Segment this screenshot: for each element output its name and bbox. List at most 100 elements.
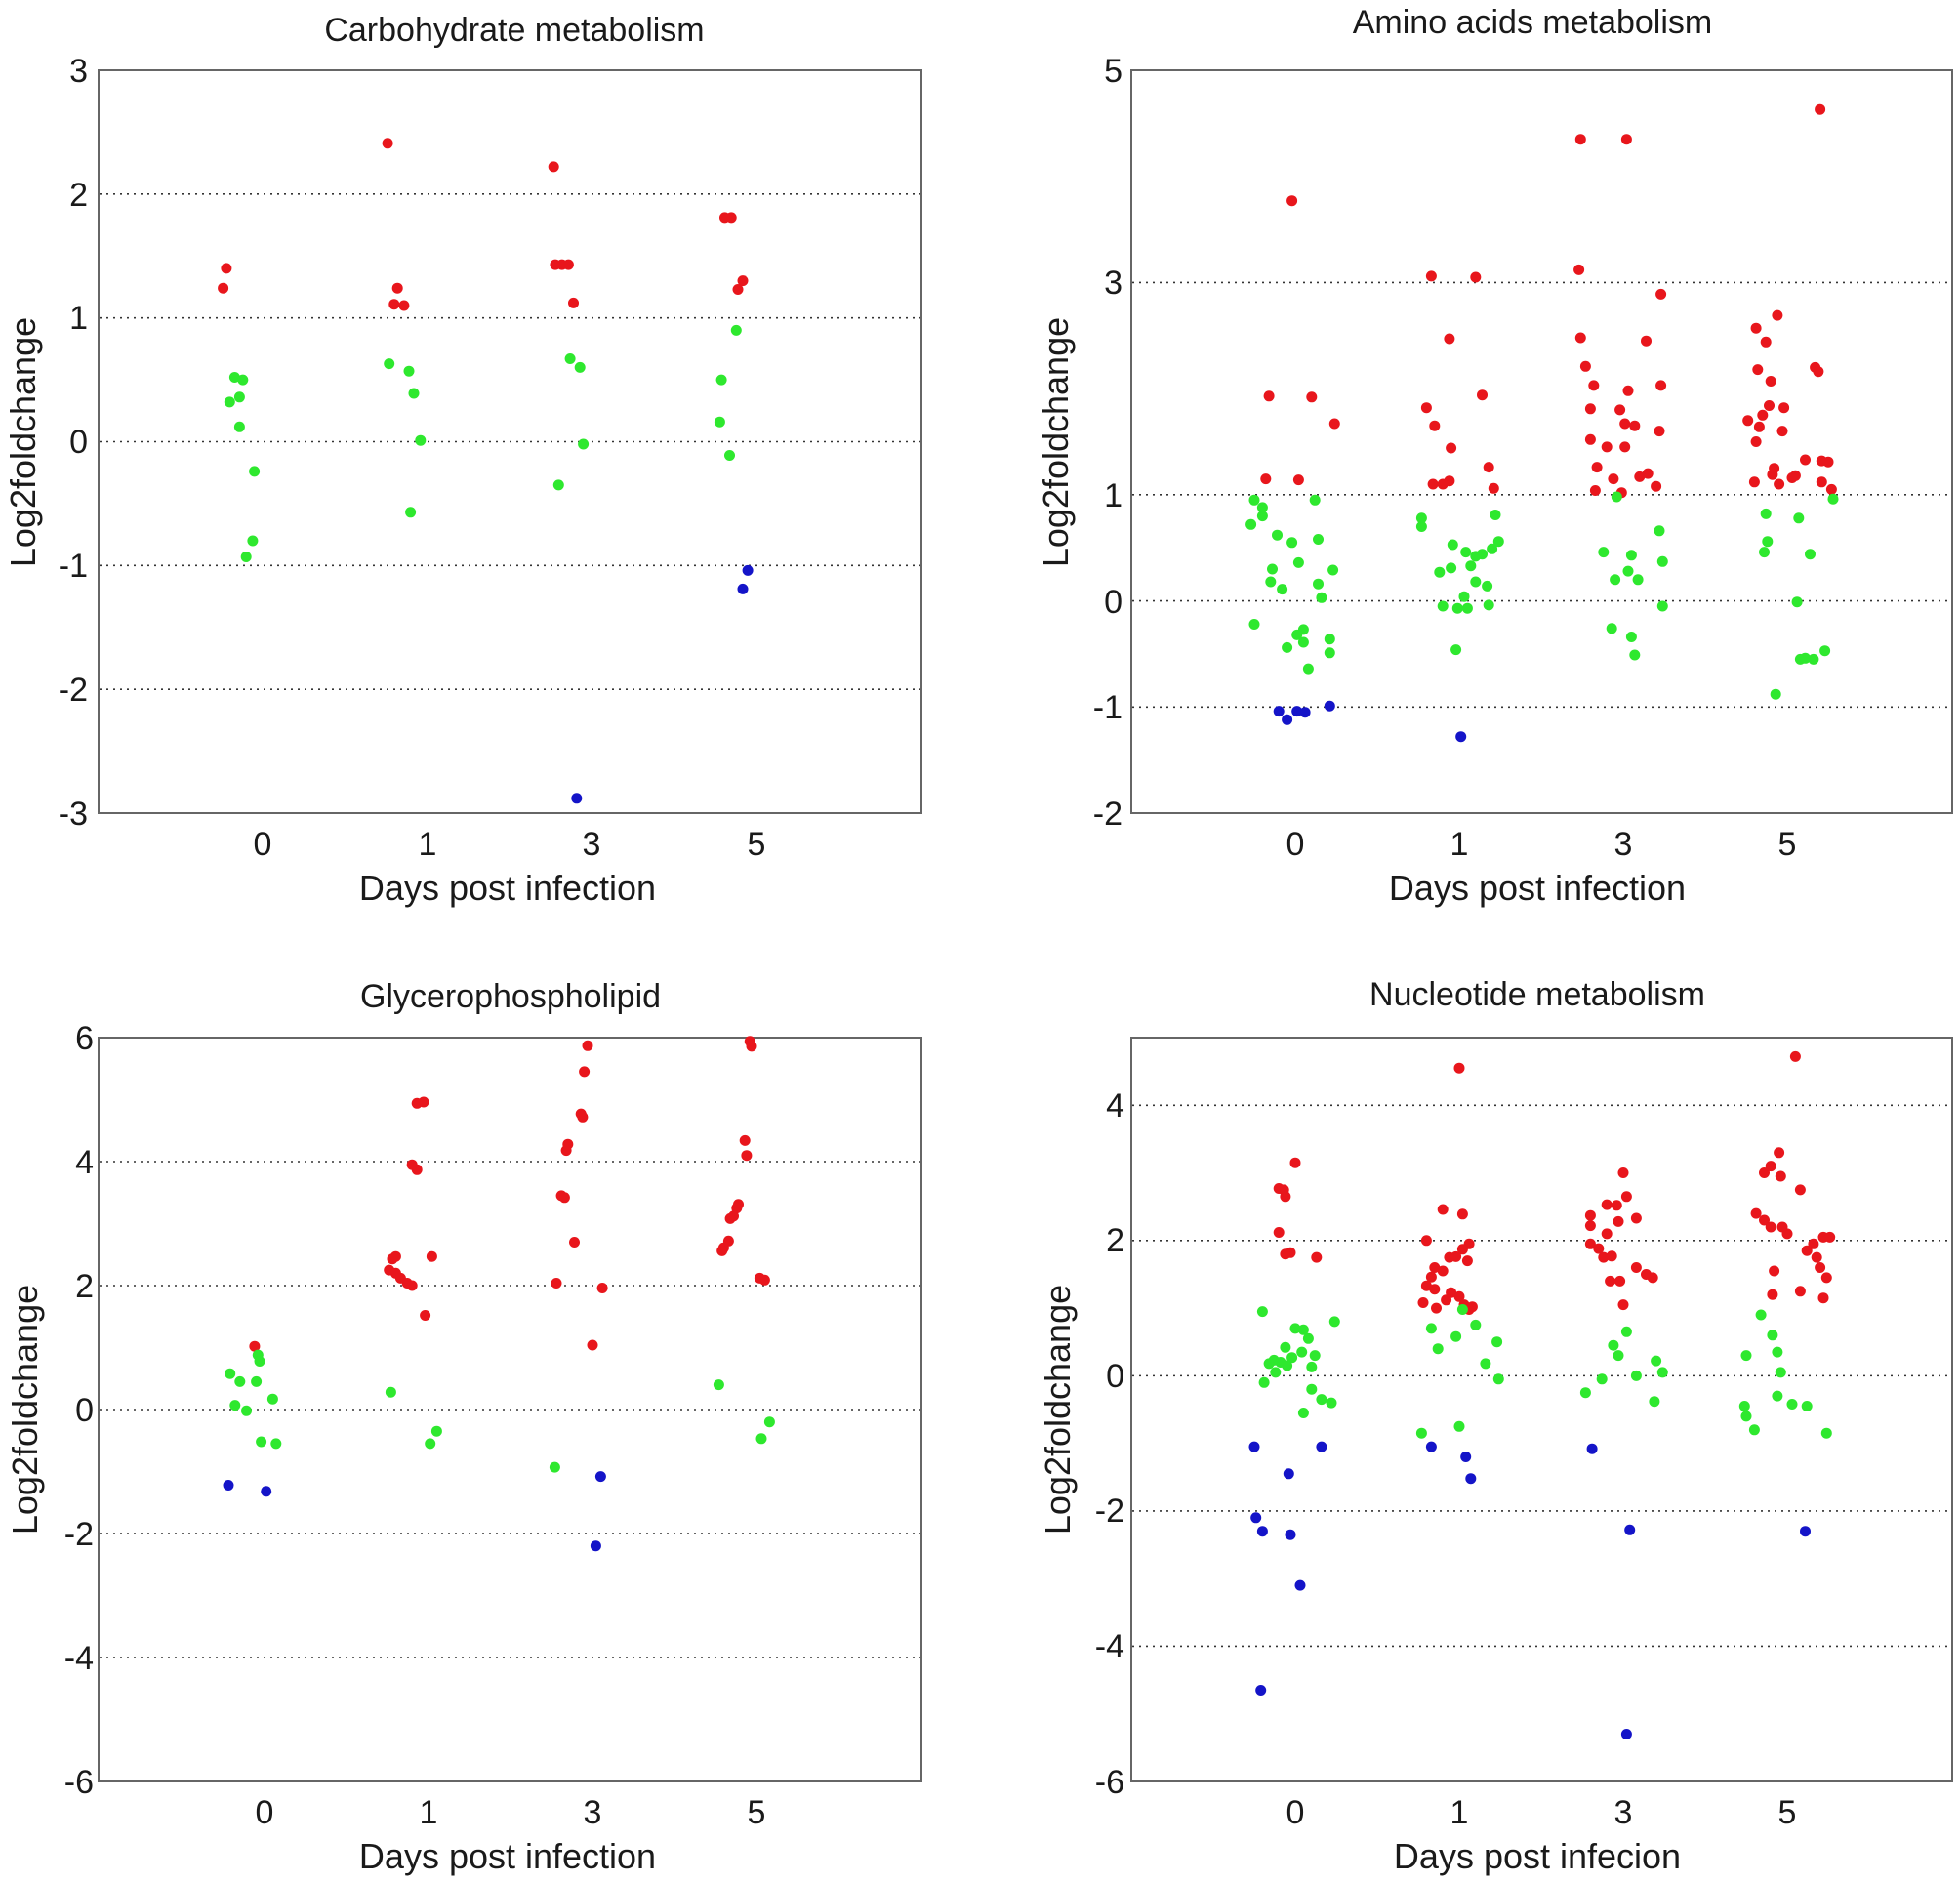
data-point-up — [1431, 1302, 1442, 1314]
data-point-neutral — [1608, 1339, 1619, 1351]
data-point-neutral — [405, 507, 417, 518]
data-point-up — [1311, 1251, 1323, 1263]
y-tick-label: 4 — [75, 1144, 94, 1181]
data-point-up — [1444, 333, 1455, 345]
data-point-up — [1574, 134, 1586, 145]
data-point-neutral — [1327, 564, 1339, 576]
data-point-neutral — [1280, 1341, 1291, 1353]
data-point-up — [1765, 1161, 1776, 1172]
data-point-down — [1291, 706, 1303, 717]
data-point-up — [1647, 1272, 1658, 1284]
data-point-up — [391, 282, 403, 294]
y-tick-label: -2 — [1095, 1493, 1124, 1530]
data-point-neutral — [1748, 1424, 1760, 1436]
data-point-down — [1316, 1441, 1327, 1452]
data-point-up — [1776, 426, 1788, 437]
data-point-neutral — [1762, 536, 1774, 548]
data-point-neutral — [1480, 1358, 1491, 1370]
panel-carbohydrate-metabolism: 3 2 1 0 -1 -2 -3 0 1 3 5 Carbohydrate me… — [3, 12, 922, 908]
data-point-up — [548, 161, 559, 173]
data-point-neutral — [714, 416, 725, 428]
data-point-up — [1816, 476, 1827, 488]
data-point-neutral — [1453, 1420, 1465, 1432]
data-point-up — [1786, 472, 1798, 483]
x-axis-label: Days post infection — [359, 1836, 656, 1876]
data-point-up — [732, 284, 744, 295]
data-point-neutral — [430, 1425, 442, 1437]
x-tick-label: 1 — [1450, 826, 1469, 863]
data-point-neutral — [1767, 1330, 1778, 1341]
y-tick-label: -6 — [1095, 1764, 1124, 1801]
data-point-neutral — [1610, 574, 1621, 586]
data-point-neutral — [755, 1433, 767, 1445]
data-points — [1245, 103, 1839, 743]
data-point-up — [1750, 1207, 1762, 1219]
data-point-up — [746, 1041, 757, 1052]
data-point-down — [1256, 1526, 1268, 1537]
data-point-neutral — [1267, 563, 1278, 575]
data-point-up — [1655, 288, 1667, 300]
panel-nucleotide-metabolism: 4 2 0 -2 -4 -6 0 1 3 5 Nucleotide metabo… — [1038, 976, 1953, 1876]
y-tick-label: 1 — [1104, 477, 1123, 514]
data-point-up — [1620, 134, 1632, 145]
y-tick-label: 0 — [75, 1392, 94, 1429]
y-axis-label: Log2foldchange — [5, 1285, 45, 1534]
data-point-up — [1817, 1292, 1829, 1304]
data-point-neutral — [1263, 1358, 1275, 1370]
data-point-neutral — [1611, 491, 1622, 503]
data-point-neutral — [408, 388, 420, 399]
data-point-neutral — [256, 1436, 267, 1448]
data-point-up — [1619, 418, 1631, 430]
data-point-neutral — [403, 365, 415, 377]
data-point-neutral — [1324, 634, 1335, 645]
data-point-up — [406, 1159, 418, 1170]
data-point-neutral — [1415, 521, 1427, 532]
data-point-up — [1634, 470, 1646, 482]
data-point-neutral — [1461, 602, 1473, 614]
data-point-down — [1294, 1579, 1306, 1591]
data-point-up — [1824, 1231, 1836, 1243]
data-point-down — [223, 1480, 234, 1491]
data-point-up — [1759, 1167, 1770, 1178]
data-point-neutral — [233, 391, 245, 403]
y-axis-label: Log2foldchange — [1036, 317, 1076, 567]
data-point-up — [1617, 1299, 1629, 1311]
data-point-neutral — [574, 361, 586, 373]
data-point-up — [1477, 389, 1488, 401]
data-point-up — [1629, 420, 1641, 431]
data-point-up — [1654, 426, 1665, 437]
data-point-neutral — [425, 1438, 436, 1450]
data-point-neutral — [1258, 1376, 1270, 1388]
data-point-neutral — [1470, 551, 1482, 562]
data-point-neutral — [1282, 1360, 1293, 1371]
x-tick-label: 1 — [420, 1794, 438, 1831]
data-point-up — [739, 1134, 751, 1146]
data-points — [1248, 1050, 1836, 1739]
chart-title: Glycerophospholipid — [360, 978, 661, 1015]
data-point-down — [1800, 1526, 1811, 1537]
data-point-neutral — [1316, 592, 1327, 603]
data-point-neutral — [1465, 560, 1477, 572]
data-point-neutral — [254, 1356, 265, 1367]
data-point-up — [1775, 1170, 1786, 1182]
y-tick-labels: 5 3 1 0 -1 -2 — [1093, 53, 1123, 833]
y-tick-labels: 3 2 1 0 -1 -2 -3 — [59, 53, 88, 833]
data-point-neutral — [1770, 688, 1781, 700]
x-tick-labels: 0 1 3 5 — [1286, 826, 1797, 863]
gridlines — [100, 193, 920, 690]
data-point-down — [1248, 1441, 1260, 1452]
y-tick-label: -2 — [1093, 796, 1123, 833]
data-point-up — [1456, 1208, 1468, 1220]
data-point-up — [1748, 476, 1760, 488]
data-point-neutral — [1302, 663, 1314, 675]
data-point-up — [1789, 1050, 1801, 1062]
data-point-neutral — [247, 535, 259, 547]
x-tick-label: 3 — [1614, 1794, 1633, 1831]
data-point-up — [1453, 1290, 1465, 1302]
data-point-down — [742, 564, 754, 576]
data-point-up — [1651, 480, 1662, 492]
data-point-down — [1255, 1685, 1267, 1696]
data-point-neutral — [1292, 556, 1304, 568]
data-point-down — [261, 1486, 272, 1497]
data-point-up — [562, 259, 574, 270]
